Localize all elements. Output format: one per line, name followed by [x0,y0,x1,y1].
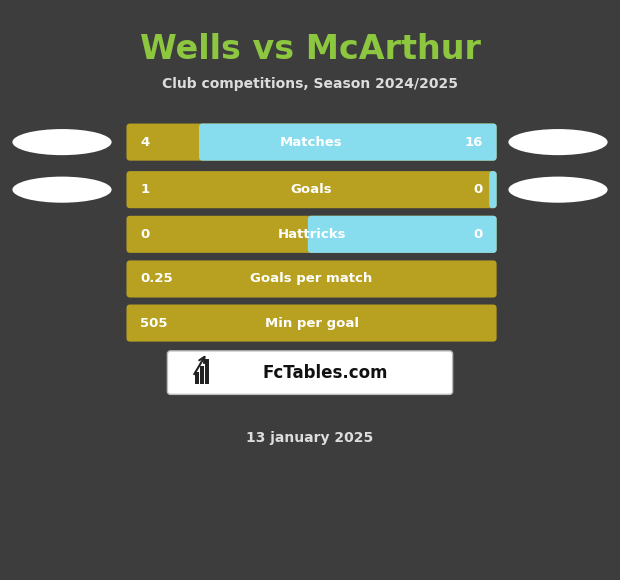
Text: 505: 505 [140,317,167,329]
Ellipse shape [508,176,608,202]
Text: Goals per match: Goals per match [250,273,373,285]
FancyBboxPatch shape [126,216,497,253]
Text: 0: 0 [140,228,149,241]
Ellipse shape [12,129,112,155]
FancyBboxPatch shape [200,365,204,384]
FancyBboxPatch shape [126,124,497,161]
FancyBboxPatch shape [130,219,155,249]
Text: 13 january 2025: 13 january 2025 [246,431,374,445]
Text: 0: 0 [474,228,483,241]
Text: FcTables.com: FcTables.com [262,364,388,382]
FancyBboxPatch shape [489,171,497,208]
Ellipse shape [508,129,608,155]
Text: Wells vs McArthur: Wells vs McArthur [140,33,480,66]
Ellipse shape [12,176,112,202]
FancyBboxPatch shape [126,260,497,298]
FancyBboxPatch shape [308,216,497,253]
FancyBboxPatch shape [205,360,209,384]
Text: Hattricks: Hattricks [277,228,346,241]
FancyBboxPatch shape [130,175,155,205]
Text: 16: 16 [464,136,483,148]
Text: 0.25: 0.25 [140,273,173,285]
FancyBboxPatch shape [167,351,453,394]
Text: 4: 4 [140,136,149,148]
FancyBboxPatch shape [195,372,199,384]
FancyBboxPatch shape [126,304,497,342]
Text: Goals: Goals [291,183,332,196]
FancyBboxPatch shape [126,171,497,208]
FancyBboxPatch shape [199,124,497,161]
Text: Club competitions, Season 2024/2025: Club competitions, Season 2024/2025 [162,77,458,91]
FancyBboxPatch shape [130,127,155,157]
Text: Min per goal: Min per goal [265,317,358,329]
Text: Matches: Matches [280,136,343,148]
Text: 0: 0 [474,183,483,196]
Text: 1: 1 [140,183,149,196]
